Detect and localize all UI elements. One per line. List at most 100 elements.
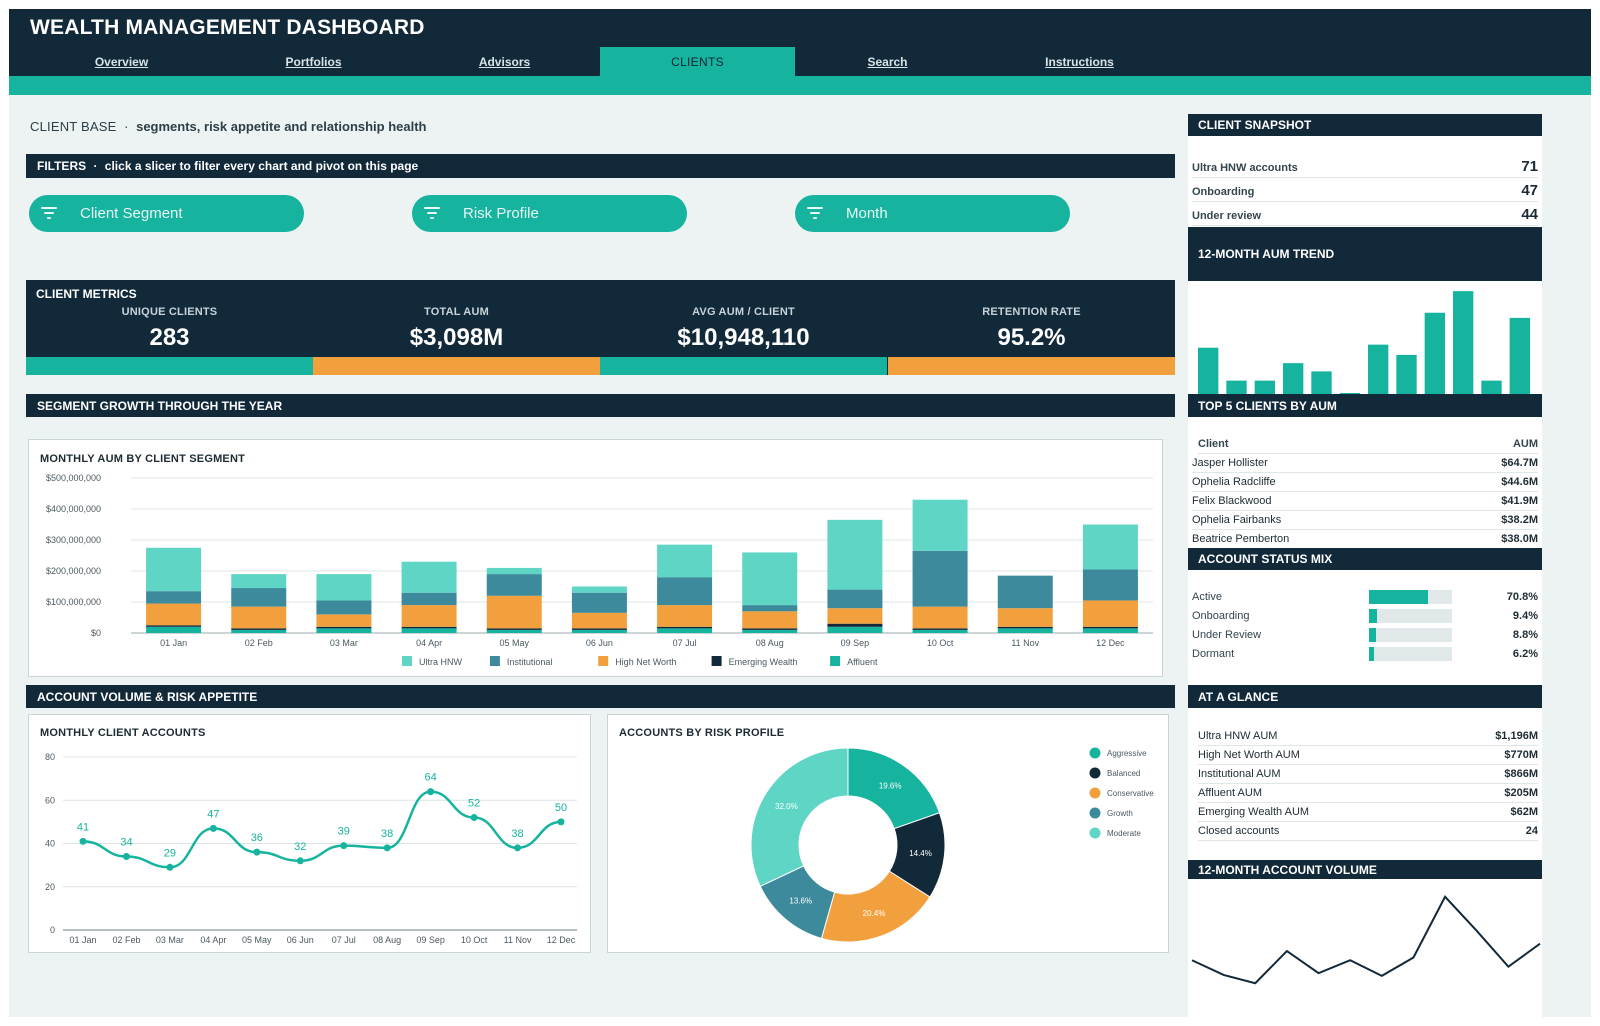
y-tick-label: $500,000,000 bbox=[46, 473, 101, 483]
glance-value: 24 bbox=[1525, 825, 1538, 837]
data-label: 64 bbox=[425, 772, 437, 784]
aum-trend-header: 12-MONTH AUM TREND bbox=[1188, 227, 1542, 281]
legend-swatch bbox=[1089, 747, 1101, 759]
bar-segment bbox=[997, 628, 1053, 633]
chart-title: ACCOUNTS BY RISK PROFILE bbox=[619, 727, 785, 739]
x-tick-label: 11 Nov bbox=[504, 935, 532, 945]
data-point bbox=[470, 814, 478, 822]
bar-segment bbox=[657, 544, 713, 578]
nav-tab-clients[interactable]: CLIENTS bbox=[600, 47, 795, 76]
nav-accent-strip bbox=[9, 76, 1591, 95]
bar-segment bbox=[997, 608, 1053, 627]
glance-value: $205M bbox=[1504, 787, 1538, 799]
chart-title: MONTHLY CLIENT ACCOUNTS bbox=[40, 727, 206, 739]
segment-growth-header: SEGMENT GROWTH THROUGH THE YEAR bbox=[26, 394, 1175, 417]
slicer-label: Client Segment bbox=[80, 205, 183, 222]
bar-segment bbox=[997, 575, 1053, 609]
legend-label: Institutional bbox=[507, 657, 553, 667]
status-value: 9.4% bbox=[1512, 610, 1538, 622]
bar-segment bbox=[742, 552, 798, 606]
bar-segment bbox=[742, 605, 798, 612]
glance-label: High Net Worth AUM bbox=[1198, 749, 1300, 761]
nav-tab-overview[interactable]: Overview bbox=[94, 55, 149, 69]
x-tick-label: 01 Jan bbox=[160, 638, 187, 648]
status-bar-fill bbox=[1369, 590, 1428, 604]
bar-segment bbox=[571, 612, 627, 629]
legend-label: Moderate bbox=[1107, 829, 1141, 838]
glance-value: $1,196M bbox=[1495, 730, 1538, 742]
status-value: 70.8% bbox=[1506, 591, 1538, 603]
top-client-row: Ophelia Fairbanks $38.2M bbox=[1192, 511, 1538, 530]
top-client-row: Beatrice Pemberton $38.0M bbox=[1192, 530, 1538, 549]
bar-segment bbox=[146, 547, 202, 592]
metric-accent-bar bbox=[888, 357, 1175, 375]
x-tick-label: 10 Oct bbox=[927, 638, 954, 648]
bar-segment bbox=[912, 499, 968, 551]
status-row-active: Active 70.8% bbox=[1192, 588, 1538, 607]
risk-profile-chart: 19.6% 14.4% 20.4% 13.6% 32.0% Aggressive Balan… bbox=[750, 747, 1154, 943]
data-label: 32 bbox=[294, 841, 306, 853]
data-point bbox=[79, 837, 87, 845]
client-aum: $38.0M bbox=[1501, 533, 1538, 545]
metric-accent-bar bbox=[600, 357, 887, 375]
nav-tab-portfolios[interactable]: Portfolios bbox=[285, 55, 342, 69]
title-bar: WEALTH MANAGEMENT DASHBOARD bbox=[9, 9, 1591, 47]
glance-label: Ultra HNW AUM bbox=[1198, 730, 1278, 742]
data-point bbox=[209, 824, 217, 832]
slicer-risk-profile[interactable]: Risk Profile bbox=[412, 195, 687, 232]
filters-header: FILTERS · click a slicer to filter every… bbox=[26, 154, 1175, 178]
trend-bar bbox=[1311, 371, 1332, 394]
y-tick-label: 80 bbox=[45, 752, 55, 762]
slicer-client-segment[interactable]: Client Segment bbox=[29, 195, 304, 232]
glance-label: Emerging Wealth AUM bbox=[1198, 806, 1310, 818]
status-bar-fill bbox=[1369, 628, 1377, 642]
metric-value: 95.2% bbox=[997, 324, 1066, 351]
monthly-accounts-panel: MONTHLY CLIENT ACCOUNTS 0 20 40 60 80 41 01 Ja… bbox=[28, 714, 591, 953]
snapshot-row-under-review: Under review 44 bbox=[1192, 203, 1538, 226]
slicer-month[interactable]: Month bbox=[795, 195, 1070, 232]
snapshot-value: 44 bbox=[1521, 206, 1538, 223]
bar-segment bbox=[827, 589, 883, 609]
status-label: Onboarding bbox=[1192, 610, 1250, 622]
metric-label: TOTAL AUM bbox=[424, 306, 489, 318]
bar-segment bbox=[231, 628, 287, 630]
y-tick-label: 40 bbox=[45, 839, 55, 849]
data-point bbox=[557, 818, 565, 826]
bar-segment bbox=[146, 626, 202, 633]
app-title: WEALTH MANAGEMENT DASHBOARD bbox=[30, 16, 425, 39]
bar-segment bbox=[657, 628, 713, 633]
data-label: 41 bbox=[77, 821, 89, 833]
bar-segment bbox=[146, 603, 202, 626]
status-bar-fill bbox=[1369, 647, 1375, 661]
status-value: 6.2% bbox=[1512, 648, 1538, 660]
metric-retention-rate: RETENTION RATE 95.2% bbox=[888, 306, 1175, 352]
bar-segment bbox=[401, 605, 457, 627]
slice-label: 20.4% bbox=[863, 909, 886, 918]
bar-segment bbox=[231, 588, 287, 607]
slice-label: 13.6% bbox=[789, 897, 812, 906]
data-point bbox=[340, 842, 348, 850]
snapshot-label: Onboarding bbox=[1192, 186, 1255, 198]
glance-row: Institutional AUM $866M bbox=[1198, 765, 1538, 784]
trend-bar bbox=[1481, 380, 1502, 394]
bar-segment bbox=[401, 592, 457, 606]
y-tick-label: 0 bbox=[50, 925, 55, 935]
x-tick-label: 11 Nov bbox=[1011, 638, 1039, 648]
metric-value: 283 bbox=[149, 324, 190, 351]
nav-tab-search[interactable]: Search bbox=[867, 55, 908, 69]
status-bar-track bbox=[1369, 590, 1452, 604]
filters-title: FILTERS bbox=[37, 159, 87, 173]
data-label: 39 bbox=[338, 826, 350, 838]
metric-unique-clients: UNIQUE CLIENTS 283 bbox=[26, 306, 313, 352]
top-client-row: Ophelia Radcliffe $44.6M bbox=[1192, 473, 1538, 492]
top-clients-header: TOP 5 CLIENTS BY AUM bbox=[1188, 394, 1542, 417]
client-aum: $44.6M bbox=[1501, 476, 1538, 488]
snapshot-row-ultra-hnw: Ultra HNW accounts 71 bbox=[1192, 155, 1538, 178]
status-value: 8.8% bbox=[1512, 629, 1538, 641]
nav-tab-instructions[interactable]: Instructions bbox=[1045, 55, 1114, 69]
legend-label: Affluent bbox=[847, 657, 878, 667]
bar-segment bbox=[997, 626, 1053, 629]
nav-tab-advisors[interactable]: Advisors bbox=[478, 55, 531, 69]
bar-segment bbox=[146, 625, 202, 627]
aum-by-segment-panel: MONTHLY AUM BY CLIENT SEGMENT $0 $100,000… bbox=[28, 439, 1163, 677]
